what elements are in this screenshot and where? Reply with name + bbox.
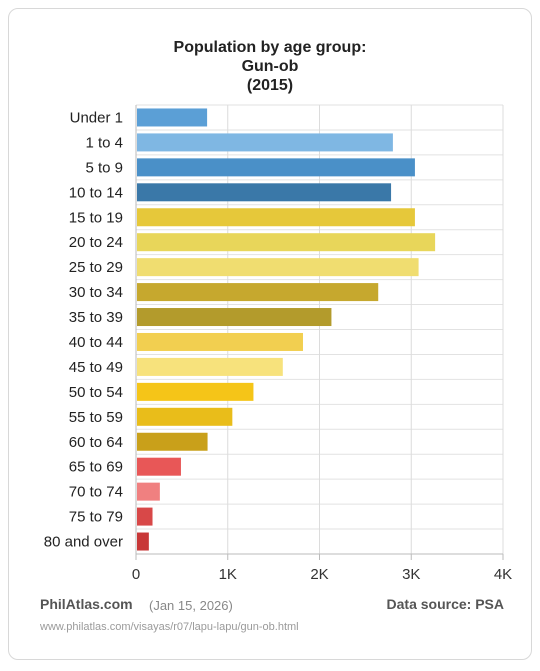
bar (137, 283, 379, 302)
chart-subtitle: Gun-ob (241, 58, 299, 75)
x-tick-label: 3K (402, 566, 420, 583)
bar (137, 208, 415, 227)
bar (137, 258, 419, 277)
bar (137, 432, 208, 451)
bar (137, 308, 332, 327)
brand-label: PhilAtlas.com (40, 596, 133, 612)
y-tick-label: 5 to 9 (85, 159, 123, 176)
x-tick-label: 2K (310, 566, 328, 583)
bar (137, 532, 149, 551)
data-source-label: Data source: PSA (386, 596, 504, 612)
y-tick-label: 80 and over (44, 534, 123, 551)
bar (137, 183, 392, 202)
y-tick-label: 50 to 54 (69, 384, 123, 401)
bar (137, 332, 303, 351)
chart-title: Population by age group: (173, 39, 367, 56)
bar (137, 382, 254, 401)
page-url[interactable]: www.philatlas.com/visayas/r07/lapu-lapu/… (40, 621, 299, 633)
bar (137, 407, 233, 426)
chart-year: (2015) (246, 77, 294, 94)
date-label: (Jan 15, 2026) (149, 598, 233, 613)
bar-chart: 0 1K 2K 3K 4K Under 1 1 to 4 5 to 9 10 to 14 15 t… (44, 104, 512, 583)
y-tick-label: 1 to 4 (85, 134, 123, 151)
bar (137, 357, 283, 376)
x-tick-label: 1K (219, 566, 237, 583)
y-tick-label: 45 to 49 (69, 359, 123, 376)
y-tick-label: Under 1 (70, 109, 123, 126)
y-tick-label: 55 to 59 (69, 409, 123, 426)
bar (137, 233, 436, 252)
y-tick-label: 15 to 19 (69, 209, 123, 226)
y-tick-label: 75 to 79 (69, 509, 123, 526)
y-tick-label: 65 to 69 (69, 459, 123, 476)
y-tick-label: 30 to 34 (69, 284, 123, 301)
y-tick-label: 40 to 44 (69, 334, 123, 351)
y-tick-label: 70 to 74 (69, 484, 123, 501)
bar (137, 457, 181, 476)
x-tick-label: 4K (494, 566, 512, 583)
y-tick-label: 35 to 39 (69, 309, 123, 326)
bar (137, 507, 153, 526)
bar (137, 133, 393, 152)
bar (137, 482, 160, 501)
x-tick-label: 0 (132, 566, 140, 583)
y-tick-label: 60 to 64 (69, 434, 123, 451)
y-tick-label: 25 to 29 (69, 259, 123, 276)
y-tick-label: 10 to 14 (69, 184, 123, 201)
bar (137, 158, 415, 177)
bar (137, 108, 208, 127)
y-tick-label: 20 to 24 (69, 234, 123, 251)
